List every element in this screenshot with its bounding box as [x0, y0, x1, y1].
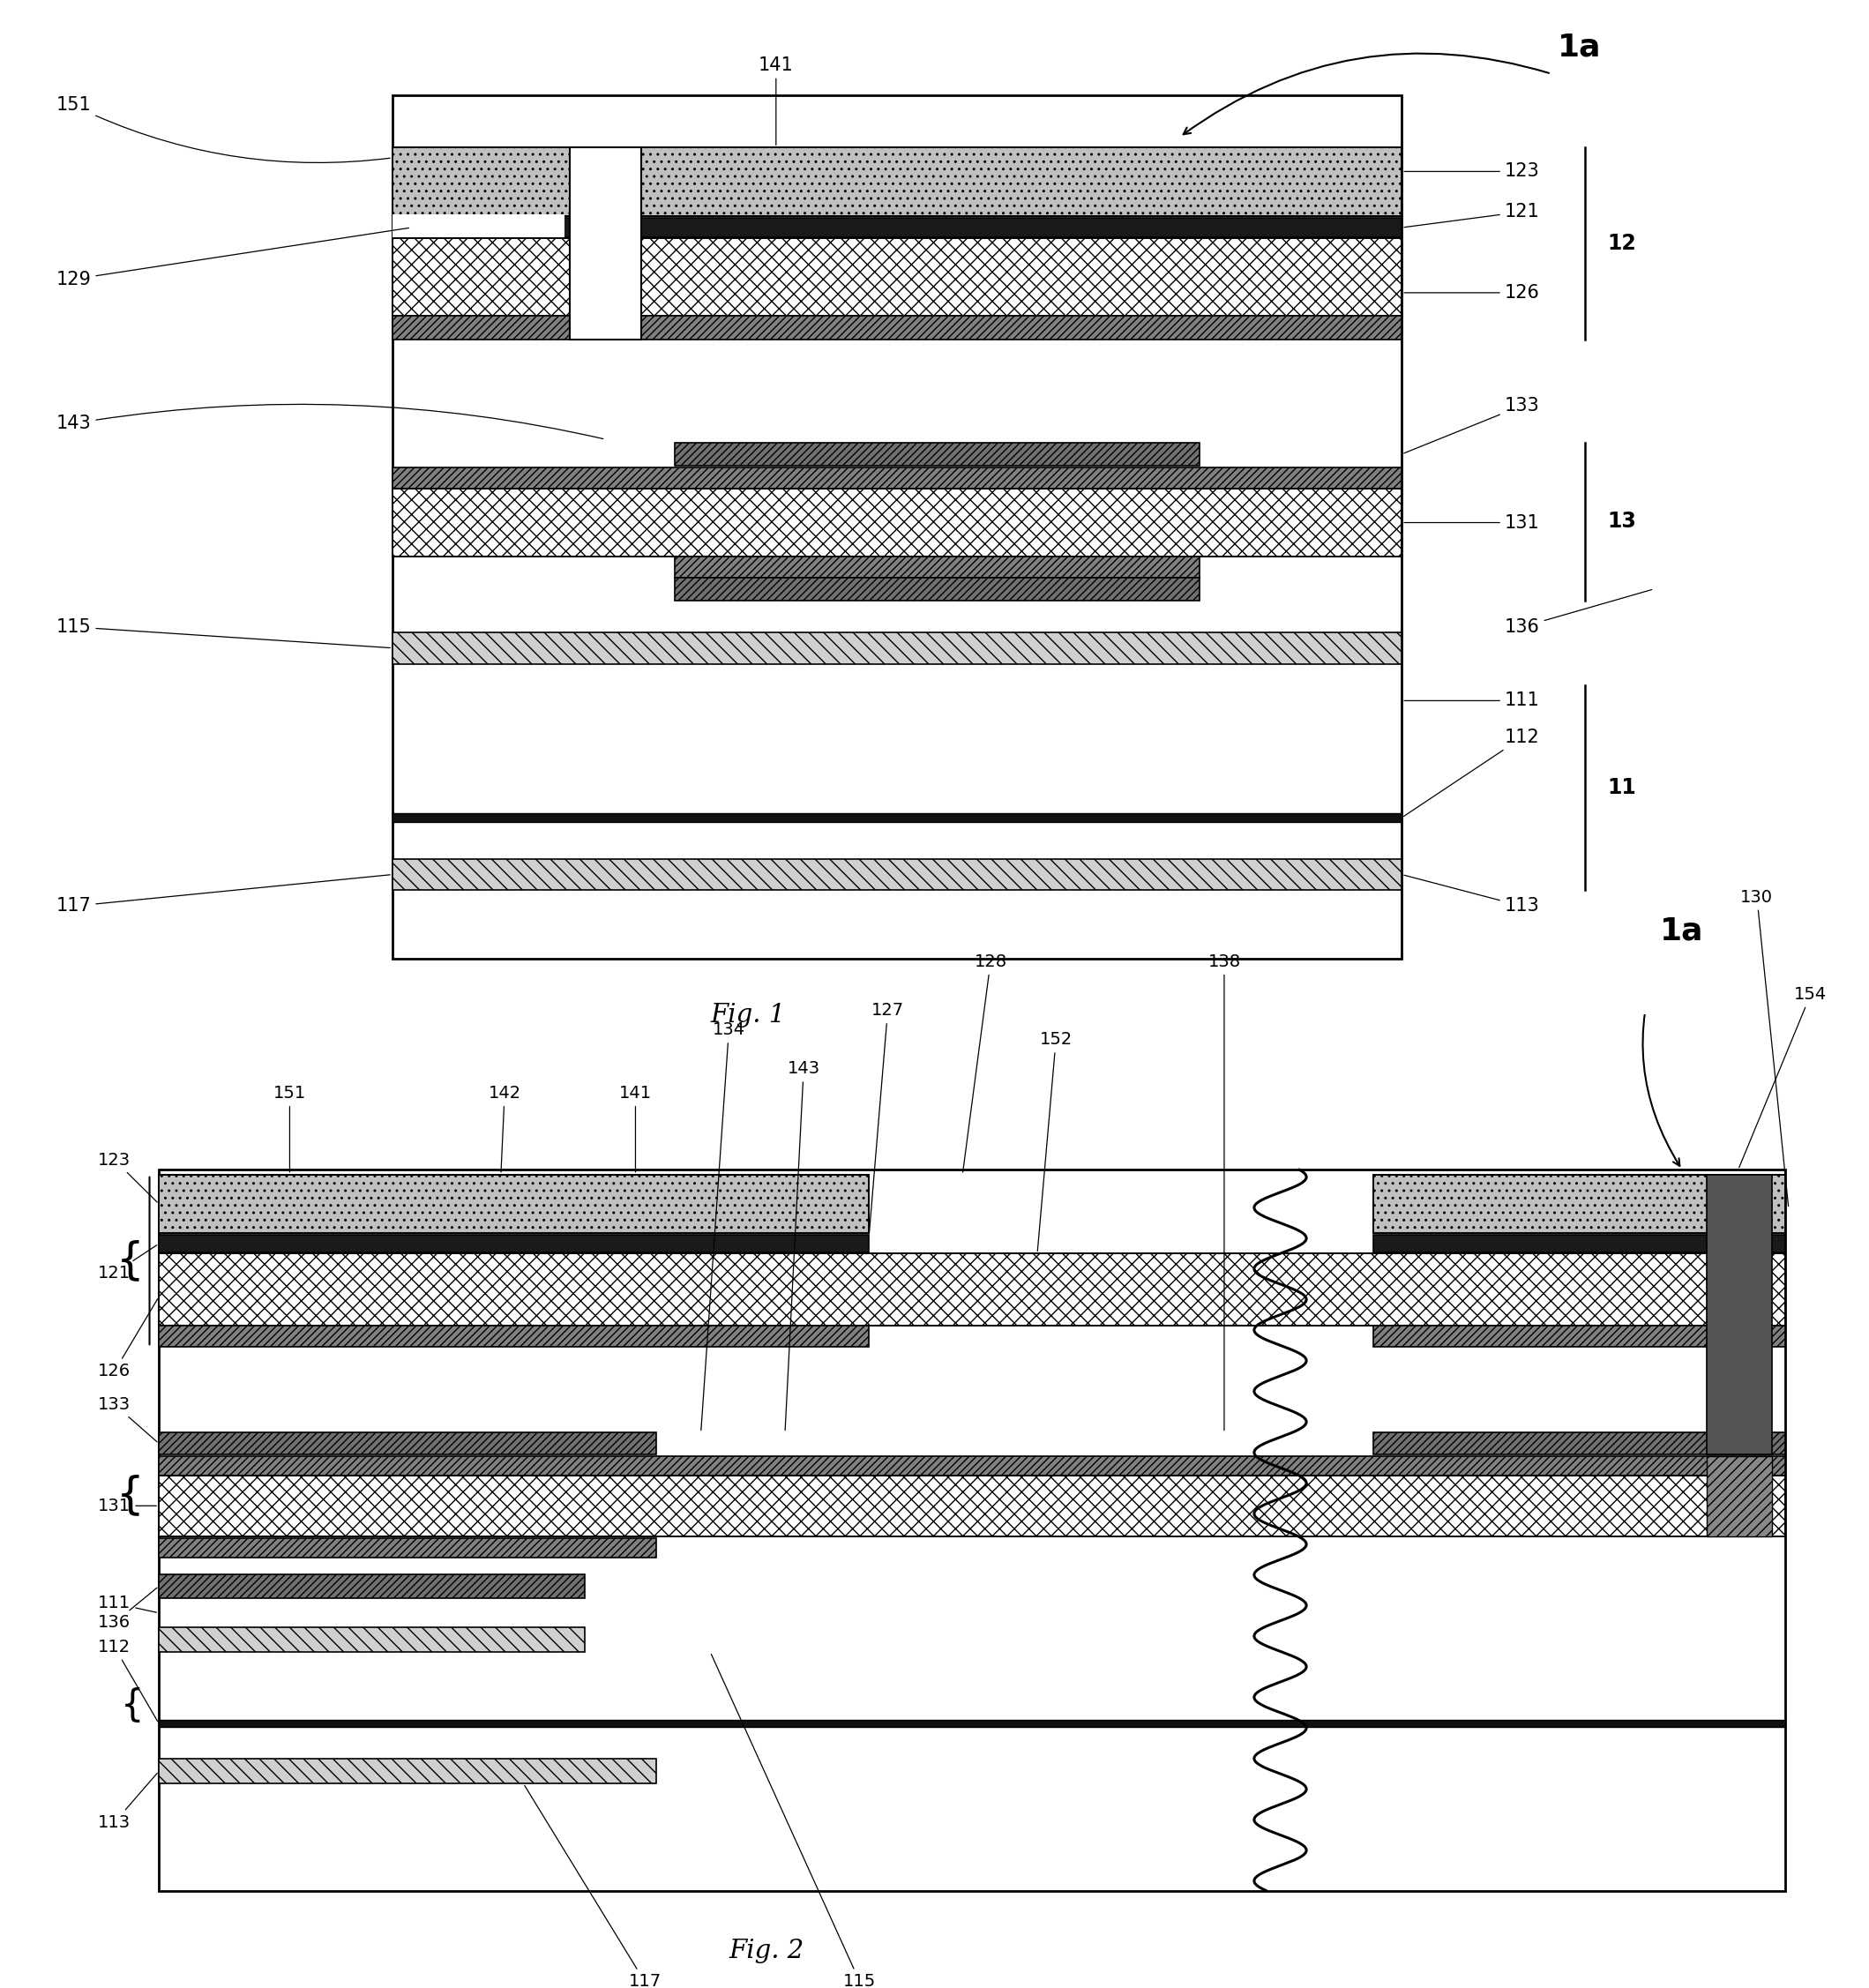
Text: 131: 131	[1404, 513, 1540, 531]
Text: 134: 134	[701, 1022, 746, 1429]
Text: 1a: 1a	[1557, 32, 1602, 62]
Text: 136: 136	[1505, 590, 1652, 636]
Text: 111: 111	[97, 1594, 157, 1612]
Bar	[159, 1455, 1785, 1475]
Bar	[392, 859, 1402, 891]
Text: 151: 151	[273, 1085, 307, 1173]
Bar	[392, 813, 1402, 821]
Text: 143: 143	[56, 404, 604, 439]
Text: 1a: 1a	[1660, 916, 1705, 946]
Bar	[159, 1720, 1785, 1728]
Text: 113: 113	[97, 1773, 157, 1831]
Text: 123: 123	[97, 1151, 157, 1203]
Bar	[159, 1628, 585, 1652]
Bar	[392, 239, 1402, 316]
Bar	[675, 443, 1200, 465]
Bar	[675, 577, 1200, 600]
Text: 111: 111	[1404, 692, 1540, 710]
Bar	[159, 1235, 869, 1252]
Bar	[392, 632, 1402, 664]
Text: 113: 113	[1404, 875, 1540, 914]
Bar	[159, 1175, 869, 1233]
Text: Fig. 2: Fig. 2	[729, 1938, 804, 1964]
Text: 136: 136	[97, 1588, 157, 1630]
Bar	[1374, 1326, 1785, 1348]
Text: 133: 133	[97, 1396, 157, 1441]
Text: 152: 152	[1037, 1032, 1073, 1250]
Bar	[159, 1539, 656, 1557]
Bar	[392, 467, 1402, 489]
Bar	[392, 219, 1402, 237]
Text: {: {	[116, 1241, 144, 1282]
Bar	[392, 215, 564, 237]
Bar	[1706, 1455, 1772, 1537]
Text: 151: 151	[56, 97, 391, 163]
Text: 121: 121	[97, 1244, 157, 1282]
Bar	[159, 1169, 1785, 1891]
Bar	[392, 95, 1402, 958]
Text: 141: 141	[619, 1085, 652, 1173]
Text: 117: 117	[525, 1785, 662, 1988]
Bar	[159, 1326, 869, 1348]
Text: 115: 115	[56, 618, 391, 648]
Text: 131: 131	[97, 1497, 157, 1515]
Bar	[392, 316, 1402, 340]
Text: 141: 141	[759, 56, 794, 145]
FancyArrowPatch shape	[1183, 54, 1549, 135]
Text: {: {	[120, 1688, 144, 1724]
Text: 142: 142	[488, 1085, 521, 1173]
Text: 13: 13	[1607, 511, 1637, 533]
Text: {: {	[116, 1473, 144, 1517]
Text: 112: 112	[1404, 730, 1540, 817]
Text: 138: 138	[1207, 954, 1241, 1429]
Text: Fig. 1: Fig. 1	[710, 1002, 785, 1028]
Bar	[159, 1759, 656, 1783]
Text: 130: 130	[1740, 889, 1789, 1207]
Bar	[1374, 1175, 1785, 1233]
Text: 11: 11	[1607, 777, 1635, 797]
Bar	[392, 489, 1402, 557]
Text: 129: 129	[56, 229, 409, 288]
Bar	[159, 1574, 585, 1598]
Bar	[392, 147, 1402, 217]
Text: 126: 126	[1404, 284, 1540, 302]
Bar	[1374, 1433, 1785, 1453]
FancyArrowPatch shape	[1643, 958, 1680, 1165]
Text: 112: 112	[97, 1638, 157, 1722]
Text: 143: 143	[785, 1060, 820, 1429]
Text: 133: 133	[1404, 398, 1540, 453]
Text: 12: 12	[1607, 233, 1635, 254]
Bar	[159, 1433, 656, 1453]
Bar	[159, 1475, 1785, 1537]
Text: 123: 123	[1404, 163, 1540, 181]
Bar	[675, 557, 1200, 577]
Text: 117: 117	[56, 875, 391, 914]
Text: 121: 121	[1404, 203, 1540, 227]
Bar	[1374, 1235, 1785, 1252]
Text: 127: 127	[869, 1002, 905, 1233]
Bar	[1706, 1175, 1772, 1453]
Text: 128: 128	[963, 954, 1007, 1173]
Bar	[159, 1254, 1785, 1326]
Text: 126: 126	[97, 1298, 157, 1380]
Text: 154: 154	[1740, 986, 1828, 1167]
Text: 115: 115	[712, 1654, 877, 1988]
Bar	[570, 147, 641, 340]
